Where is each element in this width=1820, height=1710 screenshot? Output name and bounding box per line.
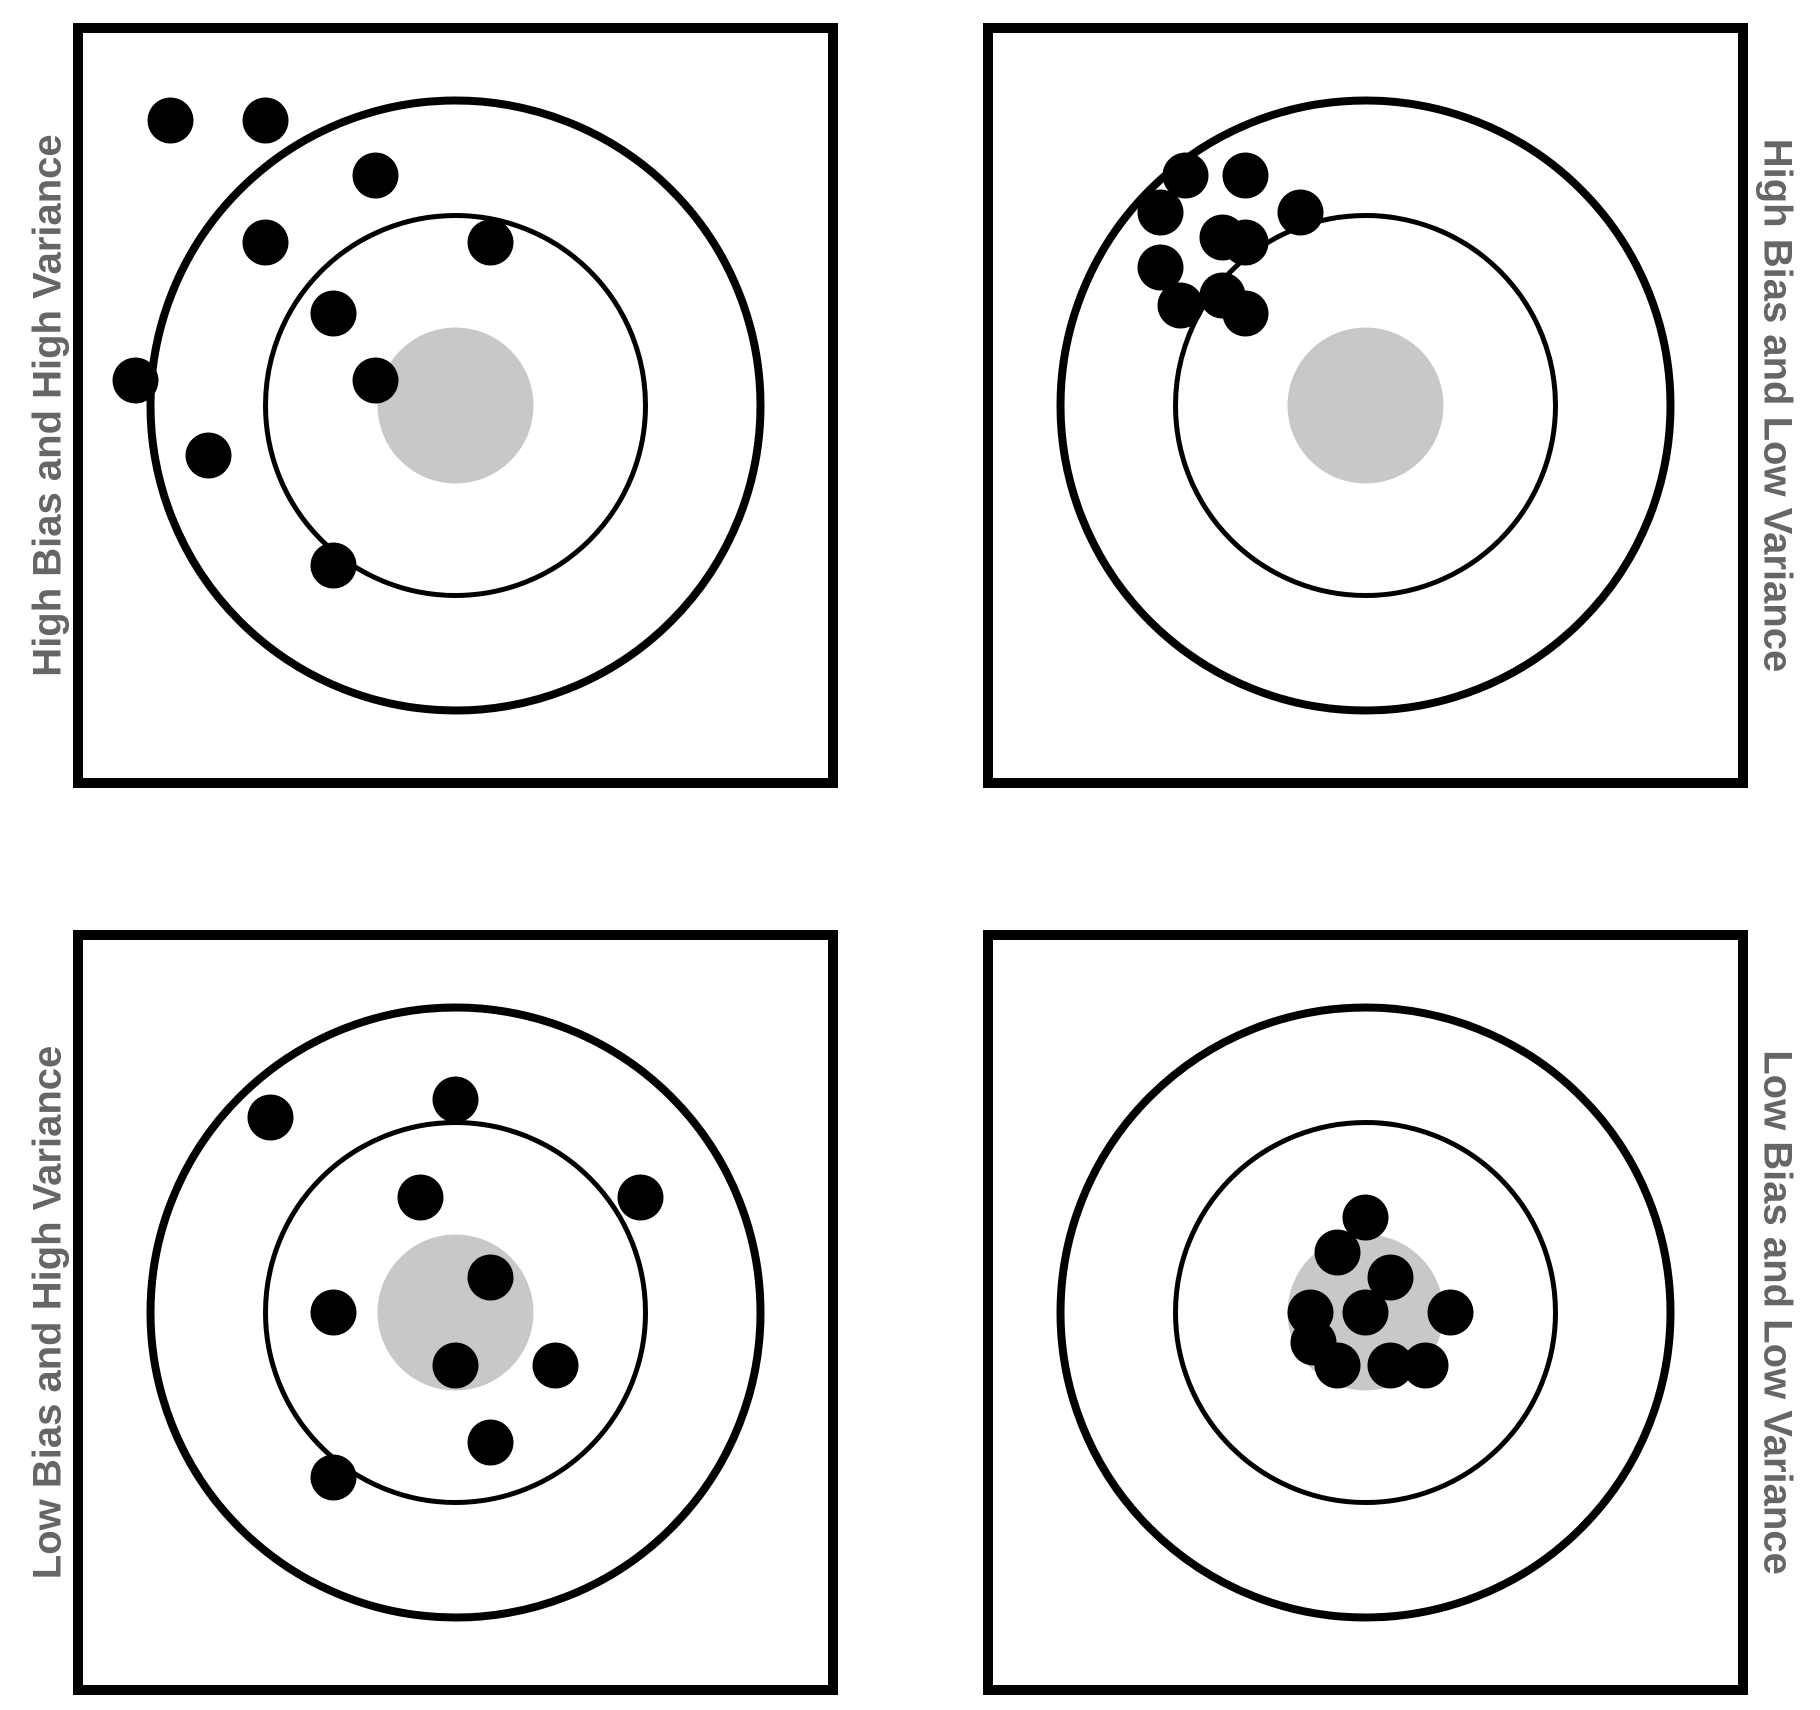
shot-dot <box>247 1094 294 1141</box>
shot-dot <box>1402 1342 1449 1389</box>
shot-group <box>247 1076 664 1501</box>
shot-dot <box>242 219 289 266</box>
inner-ring <box>1173 213 1558 598</box>
shot-dot <box>397 1174 444 1221</box>
shot-dot <box>1162 152 1209 199</box>
shot-dot <box>1222 219 1269 266</box>
shot-dot <box>467 219 514 266</box>
shot-dot <box>1137 189 1184 236</box>
shot-dot <box>1222 290 1269 337</box>
shot-dot <box>1222 152 1269 199</box>
panel-label: Low Bias and Low Variance <box>1755 1050 1799 1575</box>
outer-ring <box>146 1003 765 1622</box>
shot-group <box>1137 152 1324 337</box>
panel-label: High Bias and Low Variance <box>1755 139 1799 672</box>
shot-dot <box>432 1076 479 1123</box>
shot-dot <box>1427 1289 1474 1336</box>
shot-dot <box>1367 1254 1414 1301</box>
shot-dot <box>1137 244 1184 291</box>
shot-dot <box>242 97 289 144</box>
shot-dot <box>1277 189 1324 236</box>
shot-dot <box>310 1454 357 1501</box>
shot-dot <box>147 97 194 144</box>
shot-dot <box>467 1254 514 1301</box>
shot-dot <box>1314 1229 1361 1276</box>
inner-ring <box>263 213 648 598</box>
shot-dot <box>617 1174 664 1221</box>
outer-ring <box>1056 1003 1675 1622</box>
panel-high-bias-high-variance: High Bias and High Variance <box>26 23 838 788</box>
target-frame <box>983 930 1748 1695</box>
shot-dot <box>532 1342 579 1389</box>
bullseye <box>377 327 534 484</box>
shot-dot <box>185 432 232 479</box>
panel-low-bias-low-variance: Low Bias and Low Variance <box>983 930 1799 1695</box>
outer-ring <box>146 96 765 715</box>
shot-dot <box>432 1342 479 1389</box>
shot-dot <box>112 357 159 404</box>
shot-dot <box>1314 1342 1361 1389</box>
target-frame <box>73 930 838 1695</box>
shot-dot <box>1157 282 1204 329</box>
shot-dot <box>352 357 399 404</box>
shot-dot <box>310 1289 357 1336</box>
inner-ring <box>1173 1120 1558 1505</box>
shot-dot <box>1342 1289 1389 1336</box>
panel-high-bias-low-variance: High Bias and Low Variance <box>983 23 1799 788</box>
panel-label: Low Bias and High Variance <box>26 1046 70 1579</box>
outer-ring <box>1056 96 1675 715</box>
bullseye <box>1287 327 1444 484</box>
panel-low-bias-high-variance: Low Bias and High Variance <box>26 930 838 1695</box>
shot-dot <box>1367 1342 1414 1389</box>
shot-dot <box>1342 1194 1389 1241</box>
shot-group <box>1287 1194 1474 1389</box>
shot-dot <box>310 290 357 337</box>
panel-label: High Bias and High Variance <box>26 134 70 676</box>
shot-dot <box>310 542 357 589</box>
shot-dot <box>352 152 399 199</box>
shot-dot <box>467 1419 514 1466</box>
shot-group <box>112 97 514 589</box>
